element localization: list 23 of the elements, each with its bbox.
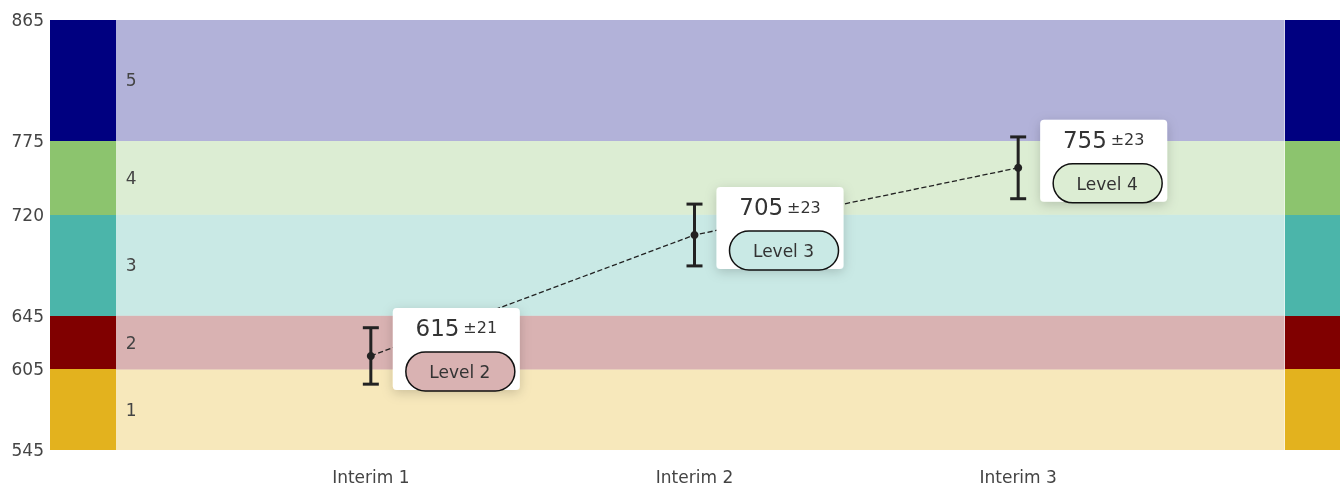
y-tick-label: 720 <box>11 204 44 225</box>
y-tick-label: 865 <box>11 10 44 30</box>
point <box>690 231 699 239</box>
band-label: 3 <box>125 255 137 276</box>
x-tick-label: Interim 3 <box>979 466 1057 487</box>
y-tick-label: 545 <box>11 440 44 460</box>
annotation: Level 2 <box>429 361 491 382</box>
x-tick-label: Interim 1 <box>332 466 410 487</box>
band-label: 5 <box>125 70 137 91</box>
annotation: Level 3 <box>752 241 815 261</box>
data-label: 705 ±23 <box>739 194 821 220</box>
x-tick-label: Interim 2 <box>655 466 734 487</box>
data-label: 615 ±21 <box>415 314 498 341</box>
band-label: 2 <box>125 332 137 353</box>
band-label: 4 <box>125 167 137 188</box>
y-tick-label: 645 <box>11 305 44 326</box>
point <box>1014 163 1023 172</box>
band-label: 1 <box>125 399 137 420</box>
data-label: 755 ±23 <box>1062 126 1145 153</box>
annotation: Level 4 <box>1076 173 1138 194</box>
point <box>366 351 375 360</box>
y-tick-label: 775 <box>11 130 44 151</box>
y-tick-label: 605 <box>11 359 44 380</box>
